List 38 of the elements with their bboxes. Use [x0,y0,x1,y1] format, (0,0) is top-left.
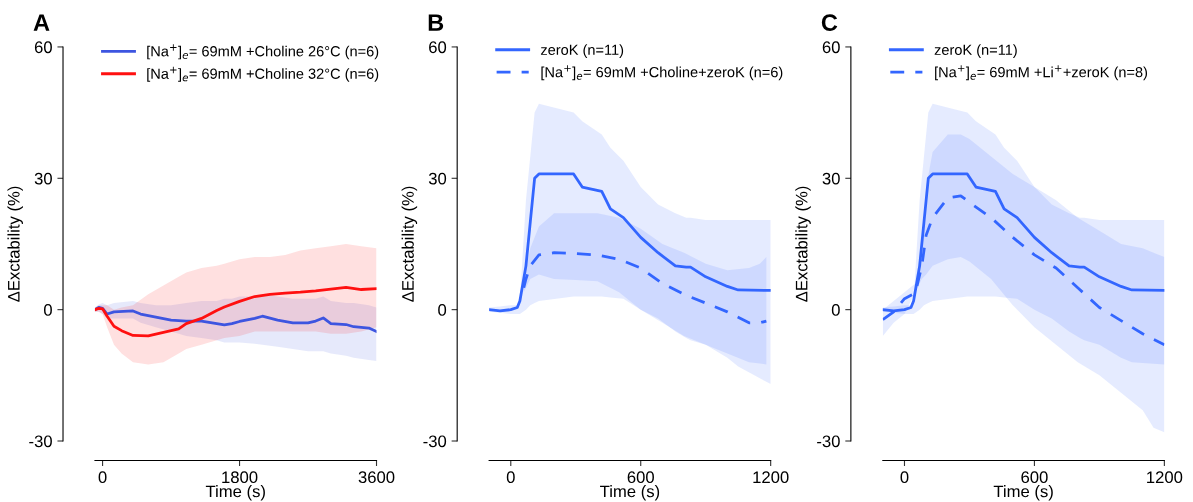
y-tick-label: -30 [423,435,447,448]
y-tick-label: 60 [822,41,840,54]
legend-label: [Na$^{+}$]$_{e}$= 69mM +Choline+zeroK (n=6) [541,65,783,81]
y-tick-label: 0 [438,304,447,316]
y-axis-title: ΔExctability (%) [401,186,418,302]
x-axis-title: Time (s) [205,485,265,501]
y-axis-title: ΔExctability (%) [795,186,811,302]
chart-title: C [821,14,838,31]
y-tick-label: 60 [34,41,52,54]
x-tick-label: 600 [627,471,654,484]
line-series [94,285,377,338]
line-series [94,306,377,333]
legend-label: [Na$^{+}$]$_{e}$= 69mM +Choline 26°C (n=6) [147,44,379,60]
y-tick-label: 60 [429,41,447,54]
x-tick-label: 600 [1021,471,1048,484]
y-tick-label: 30 [428,172,447,185]
x-tick-label: 0 [506,471,515,484]
x-tick-label: 3600 [358,471,395,484]
y-tick-label: 0 [43,304,52,316]
y-tick-label: -30 [29,435,52,448]
legend-label: zeroK (n=11) [540,44,624,58]
x-axis-title: Time (s) [600,485,660,501]
chart-title: A [33,14,50,31]
x-tick-label: 1200 [753,471,789,484]
y-tick-label: 0 [831,304,840,316]
x-tick-label: 1800 [222,471,258,484]
x-tick-label: 1200 [1147,471,1183,484]
legend-label: [Na$^{+}$]$_{e}$= 69mM +Choline 32°C (n=6) [147,66,379,82]
y-tick-label: 30 [822,172,840,185]
y-tick-label: -30 [817,435,840,448]
y-axis-title: ΔExctability (%) [7,186,23,302]
legend-label: zeroK (n=11) [934,44,1017,58]
x-tick-label: 0 [98,471,107,484]
y-tick-label: 30 [34,172,52,185]
x-tick-label: 0 [900,471,909,484]
chart-title: B [428,14,444,31]
x-axis-title: Time (s) [993,485,1053,501]
legend-label: [Na$^{+}$]$_{e}$= 69mM +Li$^{+}$+zeroK (n=8) [935,65,1148,81]
